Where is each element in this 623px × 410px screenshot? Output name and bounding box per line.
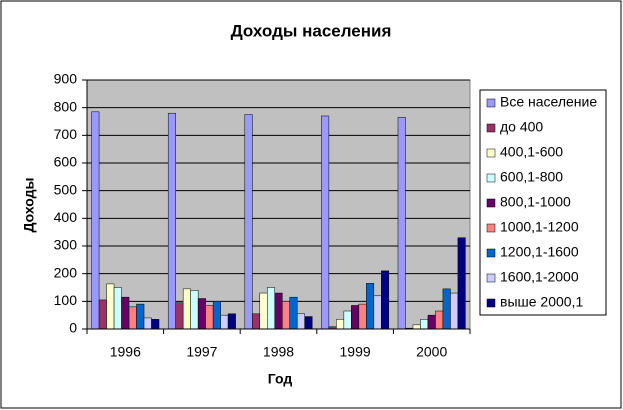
legend-swatch <box>486 148 496 158</box>
legend-label: 1600,1-2000 <box>500 269 579 285</box>
bar <box>252 313 261 330</box>
bar <box>175 302 184 330</box>
legend-swatch <box>486 198 496 208</box>
bar <box>121 296 130 330</box>
legend-swatch <box>486 248 496 258</box>
bar <box>289 296 298 330</box>
bar <box>212 301 221 330</box>
y-tick-label: 900 <box>54 71 78 87</box>
x-tick-label: 1997 <box>186 344 217 360</box>
bar <box>143 317 152 330</box>
bar <box>427 314 436 330</box>
legend-label: 800,1-1000 <box>500 194 571 210</box>
x-axis-label: Год <box>268 371 293 387</box>
y-tick-label: 400 <box>54 209 78 225</box>
chart-title: Доходы населения <box>231 21 392 40</box>
bar <box>113 287 122 330</box>
legend-box <box>479 89 607 316</box>
legend-swatch <box>486 298 496 308</box>
bar <box>91 111 100 330</box>
bar <box>205 305 214 330</box>
bar <box>304 316 313 330</box>
bar <box>420 319 429 330</box>
bar <box>358 303 367 330</box>
x-tick-label: 1999 <box>340 344 371 360</box>
legend-label: до 400 <box>500 119 543 135</box>
legend-label: 600,1-800 <box>500 169 563 185</box>
legend-swatch <box>486 173 496 183</box>
legend-swatch <box>486 98 496 108</box>
bar <box>267 287 276 330</box>
y-tick-label: 300 <box>54 237 78 253</box>
bar <box>450 292 459 330</box>
bar <box>381 270 390 330</box>
bar <box>182 288 191 330</box>
x-tick-label: 1996 <box>110 344 141 360</box>
bar <box>457 237 466 330</box>
bar <box>197 298 206 330</box>
bar <box>151 319 160 330</box>
bar <box>281 301 290 330</box>
y-tick-label: 600 <box>54 154 78 170</box>
y-tick-label: 100 <box>54 292 78 308</box>
bar <box>351 305 360 330</box>
bar <box>190 290 199 330</box>
bar <box>412 324 421 330</box>
y-tick-label: 800 <box>54 98 78 114</box>
legend-swatch <box>486 223 496 233</box>
bar <box>296 313 305 330</box>
bar <box>259 292 268 330</box>
x-tick-label: 2000 <box>416 344 447 360</box>
bar <box>336 319 345 330</box>
legend-label: 1200,1-1600 <box>500 244 579 260</box>
bar <box>366 283 375 330</box>
plot-area <box>86 79 471 330</box>
bar <box>128 306 137 330</box>
y-tick-label: 0 <box>69 320 77 336</box>
bar <box>442 288 451 330</box>
bar <box>274 292 283 330</box>
bar <box>321 115 330 330</box>
bar <box>343 310 352 330</box>
legend-label: 400,1-600 <box>500 144 563 160</box>
bar <box>106 283 115 330</box>
bar <box>220 314 229 330</box>
bar <box>435 310 444 330</box>
legend-swatch <box>486 273 496 283</box>
legend-label: выше 2000,1 <box>500 294 583 310</box>
y-tick-label: 200 <box>54 264 78 280</box>
y-tick-label: 500 <box>54 181 78 197</box>
bar <box>227 313 236 330</box>
bar <box>397 117 406 330</box>
bar <box>98 299 107 330</box>
legend-swatch <box>486 123 496 133</box>
legend-label: Все население <box>500 94 597 110</box>
y-tick-label: 700 <box>54 126 78 142</box>
y-axis-label: Доходы <box>21 178 37 233</box>
bar <box>373 295 382 330</box>
bar <box>244 114 253 330</box>
bar <box>136 303 145 330</box>
legend-label: 1000,1-1200 <box>500 219 579 235</box>
x-tick-label: 1998 <box>263 344 294 360</box>
bar <box>167 112 176 330</box>
